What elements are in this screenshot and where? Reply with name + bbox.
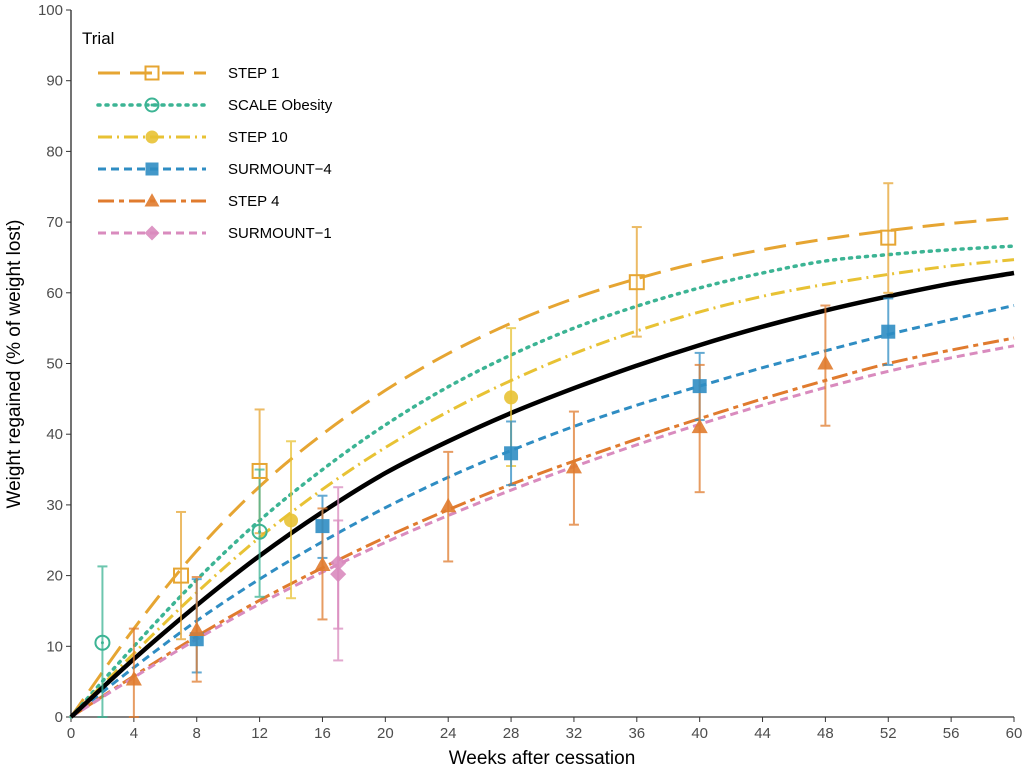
- marker-open-circle-dot: [144, 97, 160, 113]
- x-tick-label: 36: [628, 725, 645, 742]
- marker-filled-diamond: [144, 225, 160, 241]
- marker-filled-circle: [284, 513, 299, 528]
- legend-item: STEP 10: [98, 129, 288, 146]
- marker-filled-triangle: [188, 621, 205, 636]
- x-tick-label: 12: [251, 725, 268, 742]
- marker-filled-triangle: [125, 671, 142, 686]
- legend-item: STEP 4: [98, 193, 279, 210]
- marker-filled-diamond: [330, 554, 347, 571]
- legend-item: SCALE Obesity: [96, 97, 333, 114]
- marker-filled-triangle: [817, 355, 834, 370]
- y-tick-label: 100: [38, 2, 63, 19]
- legend-label: STEP 4: [228, 193, 279, 210]
- marker-filled-square: [692, 379, 707, 394]
- y-tick-label: 0: [55, 709, 63, 726]
- marker-filled-square: [504, 446, 519, 461]
- marker-ring: [144, 97, 160, 113]
- y-tick-label: 90: [46, 73, 63, 90]
- legend: STEP 1 SCALE Obesity STEP 10 SURMOUNT−4 STEP…: [96, 65, 333, 242]
- y-tick-label: 70: [46, 214, 63, 231]
- marker-filled-triangle: [565, 459, 582, 474]
- legend-item: SURMOUNT−1: [98, 225, 332, 242]
- x-tick-label: 56: [943, 725, 960, 742]
- marker-open-circle-dot: [251, 523, 268, 540]
- marker-ring: [251, 523, 268, 540]
- legend-item: STEP 1: [98, 65, 279, 82]
- marker-filled-triangle: [691, 418, 708, 434]
- marker-open-square: [880, 229, 897, 246]
- marker-filled-circle: [504, 390, 519, 405]
- y-tick-label: 30: [46, 497, 63, 514]
- legend-item: SURMOUNT−4: [98, 161, 332, 178]
- x-tick-label: 16: [314, 725, 331, 742]
- x-axis-title: Weeks after cessation: [449, 748, 636, 769]
- curve-step-1: [69, 216, 1015, 718]
- marker-center-dot: [150, 103, 154, 107]
- marker-filled-square: [145, 162, 159, 176]
- curve-scale-obesity: [69, 244, 1016, 719]
- data-points: [94, 229, 897, 686]
- marker-open-square: [251, 462, 268, 479]
- marker-filled-diamond: [330, 566, 347, 583]
- legend-label: STEP 10: [228, 129, 288, 146]
- curve-surmount-4: [70, 304, 1015, 719]
- curve-surmount-1: [70, 344, 1015, 719]
- x-tick-label: 44: [754, 725, 771, 742]
- x-tick-label: 0: [67, 725, 75, 742]
- x-tick-label: 4: [130, 725, 138, 742]
- error-bars: [97, 182, 894, 718]
- legend-label: STEP 1: [228, 65, 279, 82]
- y-tick-label: 20: [46, 568, 63, 585]
- legend-label: SURMOUNT−4: [228, 161, 332, 178]
- marker-center-dot: [100, 641, 104, 645]
- error-bar: [631, 226, 642, 338]
- x-tick-label: 40: [691, 725, 708, 742]
- curve-step-4: [70, 336, 1015, 719]
- curve-step-10: [69, 258, 1015, 719]
- x-tick-label: 24: [440, 725, 457, 742]
- y-tick-label: 50: [46, 356, 63, 373]
- curve-overall: [69, 270, 1015, 719]
- marker-open-square: [628, 274, 645, 291]
- marker-filled-triangle: [144, 193, 160, 207]
- x-tick-label: 20: [377, 725, 394, 742]
- marker-open-square: [173, 567, 190, 584]
- y-tick-label: 10: [46, 638, 63, 655]
- x-tick-label: 48: [817, 725, 834, 742]
- marker-filled-triangle: [314, 556, 331, 571]
- error-bar: [883, 182, 894, 294]
- legend-label: SURMOUNT−1: [228, 225, 332, 242]
- legend-title: Trial: [82, 29, 114, 48]
- x-tick-label: 60: [1006, 725, 1023, 742]
- y-tick-label: 80: [46, 143, 63, 160]
- marker-filled-square: [881, 324, 896, 339]
- y-axis-title: Weight regained (% of weight lost): [4, 219, 25, 508]
- marker-filled-triangle: [440, 497, 457, 513]
- marker-open-circle-dot: [94, 634, 111, 651]
- x-tick-label: 28: [503, 725, 520, 742]
- legend-label: SCALE Obesity: [228, 97, 333, 114]
- x-tick-label: 52: [880, 725, 897, 742]
- error-bar: [176, 510, 187, 641]
- marker-filled-circle: [145, 130, 159, 144]
- y-tick-label: 40: [46, 426, 63, 443]
- y-tick-label: 60: [46, 285, 63, 302]
- x-tick-label: 32: [566, 725, 583, 742]
- x-tick-label: 8: [193, 725, 201, 742]
- fitted-curves: [69, 216, 1016, 719]
- marker-center-dot: [258, 530, 262, 534]
- marker-open-square: [144, 65, 160, 81]
- marker-ring: [94, 634, 111, 651]
- marker-filled-square: [315, 519, 330, 534]
